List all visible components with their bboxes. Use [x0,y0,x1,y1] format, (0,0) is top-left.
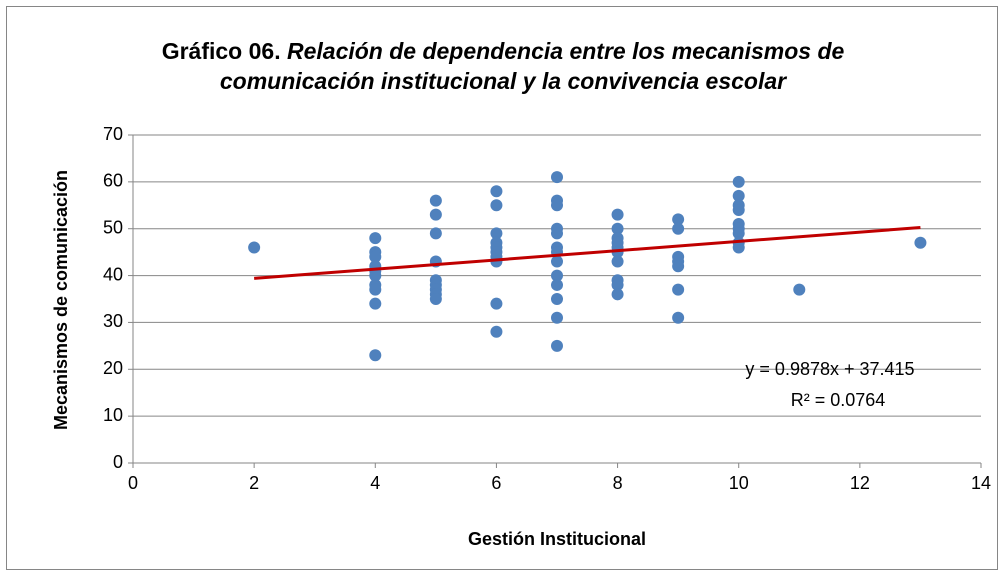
chart-title: Gráfico 06. Relación de dependencia entr… [100,36,906,96]
point [369,297,382,310]
x-tick-label: 14 [971,473,991,493]
trendline [254,226,921,280]
y-tick-label: 70 [103,124,123,144]
point [429,208,442,221]
point [490,227,503,240]
point [551,339,563,352]
point [732,241,745,254]
x-axis-title: Gestión Institucional [468,529,646,549]
chart-frame [6,6,998,570]
point [611,208,624,221]
point [672,311,685,324]
x-tick-label: 8 [613,473,623,493]
point [369,250,382,263]
y-tick-label: 50 [103,217,123,237]
point [490,185,503,198]
x-tick-label: 4 [370,473,380,493]
x-tick-label: 6 [491,473,501,493]
point [369,349,382,362]
point [429,293,442,305]
trend-r2: R² = 0.0764 [791,390,886,410]
x-tick-label: 2 [249,473,259,493]
point [793,283,806,296]
point [611,278,624,291]
point [551,278,563,291]
point [369,232,382,245]
x-tick-label: 10 [729,473,749,493]
trend-equation: y = 0.9878x + 37.415 [745,359,914,379]
title-prefix: Gráfico 06. [161,38,281,64]
point [611,288,624,301]
point [551,199,563,212]
point [551,269,563,282]
point [672,222,685,235]
point [429,227,442,240]
point [551,293,563,305]
point [672,260,685,273]
point [551,311,563,324]
point [732,189,745,202]
y-tick-label: 60 [103,171,123,191]
point [611,222,624,235]
point [551,171,563,184]
point [672,213,685,226]
point [551,255,563,268]
y-tick-label: 30 [103,311,123,331]
point [490,297,503,310]
point [490,199,503,212]
point [429,194,442,207]
point [551,227,563,240]
point [369,283,382,296]
point [672,283,685,296]
y-tick-label: 20 [103,358,123,378]
point [369,269,382,282]
x-tick-label: 12 [850,473,870,493]
point [732,227,745,240]
y-tick-label: 10 [103,405,123,425]
point [611,255,624,268]
point [490,325,503,338]
y-axis-title: Mecanismos de comunicación [51,170,71,430]
point [732,175,745,188]
title-main: Relación de dependencia entre los mecani… [219,38,845,94]
point [732,203,745,216]
y-tick-label: 40 [103,264,123,284]
point [248,241,261,254]
y-tick-label: 0 [113,452,123,472]
point [914,236,927,249]
x-tick-label: 0 [128,473,138,493]
